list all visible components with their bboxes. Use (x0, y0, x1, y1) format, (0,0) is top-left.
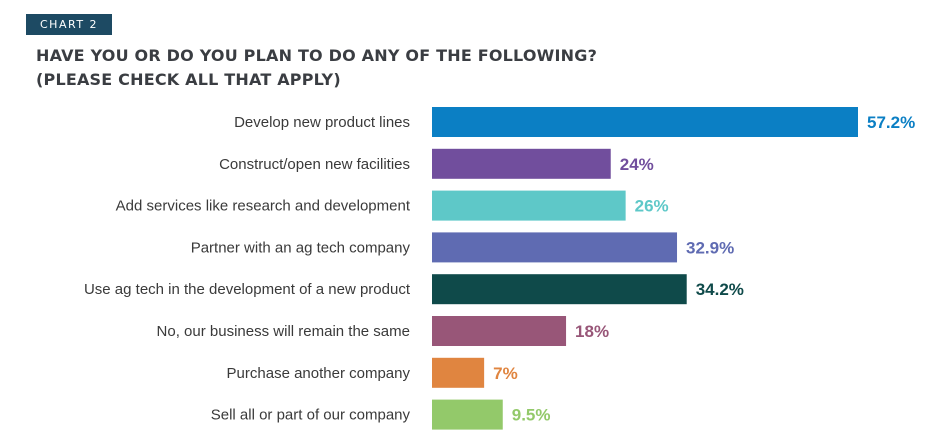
value-label: 34.2% (696, 280, 744, 299)
category-label: No, our business will remain the same (157, 323, 410, 340)
category-label: Partner with an ag tech company (191, 239, 411, 256)
chart-title-line-1: HAVE YOU OR DO YOU PLAN TO DO ANY OF THE… (36, 46, 598, 65)
chart-title-line-2: (PLEASE CHECK ALL THAT APPLY) (36, 70, 341, 89)
bar (432, 148, 611, 179)
value-label: 9.5% (512, 406, 551, 425)
value-label: 57.2% (867, 113, 915, 132)
bar-group: Use ag tech in the development of a new … (84, 274, 744, 305)
category-label: Add services like research and developme… (116, 198, 411, 215)
bar (432, 399, 503, 430)
bar-group: Partner with an ag tech company 32.9% (191, 232, 734, 263)
bar-group: Add services like research and developme… (116, 190, 669, 221)
value-label: 24% (620, 155, 654, 174)
value-label: 32.9% (686, 238, 734, 257)
bar-group: No, our business will remain the same 18% (157, 316, 609, 346)
bar-group: Purchase another company 7% (227, 357, 518, 388)
category-label: Use ag tech in the development of a new … (84, 281, 411, 298)
bar-group: Sell all or part of our company 9.5% (211, 399, 551, 430)
category-label: Purchase another company (227, 365, 411, 382)
category-label: Develop new product lines (234, 114, 410, 131)
chart-number-badge: CHART 2 (26, 14, 113, 35)
bar (432, 274, 687, 305)
value-label: 7% (493, 364, 518, 383)
bar (432, 357, 485, 388)
category-label: Sell all or part of our company (211, 407, 411, 424)
value-label: 26% (635, 197, 669, 216)
bar-group: Develop new product lines 57.2% (234, 107, 915, 137)
category-label: Construct/open new facilities (219, 156, 410, 173)
bar (432, 107, 858, 137)
bar (432, 232, 678, 263)
value-label: 18% (575, 322, 609, 341)
bar-group: Construct/open new facilities 24% (219, 148, 654, 179)
bar (432, 190, 626, 221)
bar (432, 316, 567, 346)
chart-title: HAVE YOU OR DO YOU PLAN TO DO ANY OF THE… (36, 44, 756, 92)
